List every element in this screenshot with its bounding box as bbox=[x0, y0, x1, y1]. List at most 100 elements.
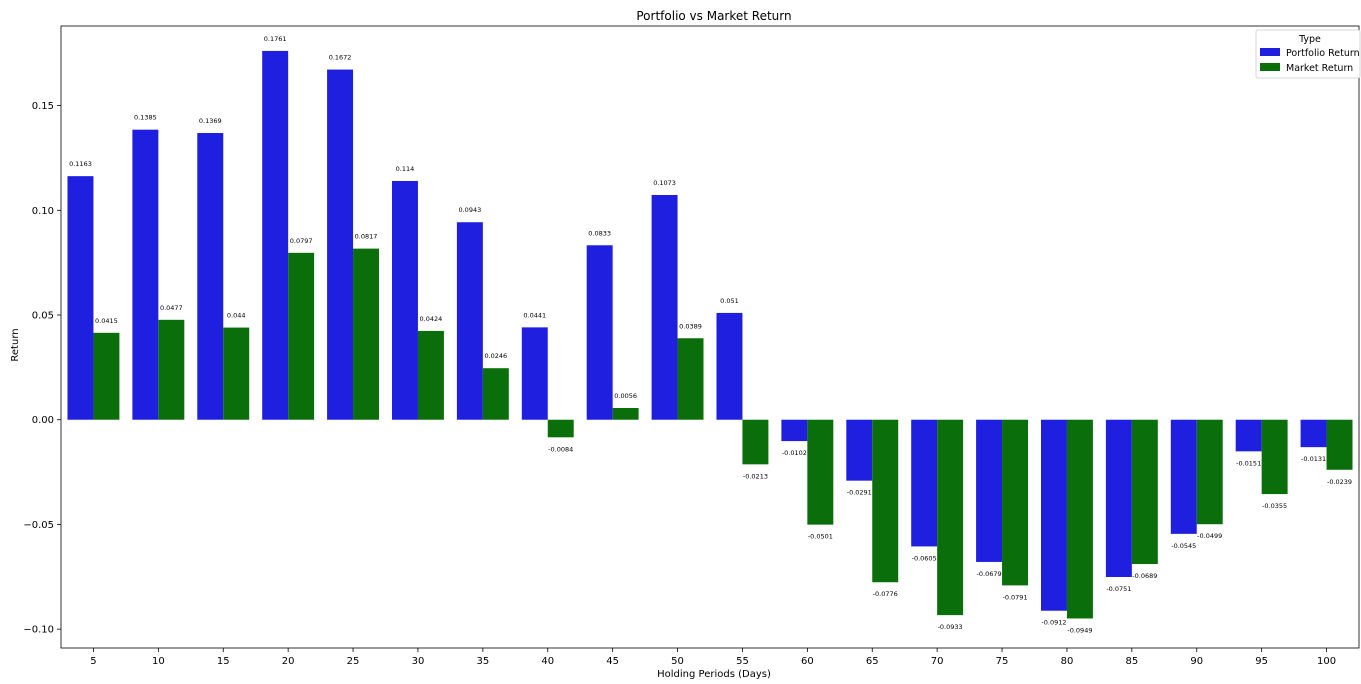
plot-area-frame bbox=[60, 25, 1360, 649]
bar-value-label: 0.0477 bbox=[160, 304, 183, 312]
x-tick-label: 100 bbox=[1317, 656, 1336, 667]
bar-value-label: 0.044 bbox=[227, 312, 246, 320]
bar-market-20 bbox=[288, 252, 315, 420]
bar-value-label: 0.0056 bbox=[614, 392, 637, 400]
bar-portfolio-20 bbox=[262, 50, 289, 420]
bars-group bbox=[67, 50, 1353, 619]
bar-portfolio-95 bbox=[1235, 419, 1262, 452]
legend-title: Type bbox=[1298, 34, 1321, 45]
legend-label-market: Market Return bbox=[1286, 63, 1353, 74]
bar-market-90 bbox=[1196, 419, 1223, 525]
bar-value-label: 0.1385 bbox=[134, 114, 157, 122]
x-tick-label: 45 bbox=[606, 656, 619, 667]
bar-portfolio-75 bbox=[976, 419, 1003, 562]
legend-swatch-portfolio bbox=[1260, 48, 1280, 56]
bar-market-5 bbox=[93, 332, 120, 420]
bar-portfolio-80 bbox=[1040, 419, 1067, 611]
x-tick-label: 25 bbox=[347, 656, 360, 667]
bar-market-25 bbox=[353, 248, 380, 420]
x-tick-label: 40 bbox=[541, 656, 554, 667]
bar-value-label: -0.0545 bbox=[1171, 542, 1196, 550]
x-tick-label: 15 bbox=[217, 656, 230, 667]
bar-value-label: -0.0102 bbox=[782, 449, 807, 457]
x-tick-label: 35 bbox=[476, 656, 489, 667]
bar-market-40 bbox=[547, 419, 574, 438]
x-tick-label: 5 bbox=[90, 656, 96, 667]
bar-value-label: 0.1672 bbox=[329, 54, 352, 62]
bar-value-label: 0.0246 bbox=[484, 352, 507, 360]
x-tick-label: 55 bbox=[736, 656, 749, 667]
bar-value-label: -0.0501 bbox=[808, 533, 833, 541]
bar-value-label: -0.0355 bbox=[1262, 502, 1287, 510]
bar-portfolio-45 bbox=[586, 245, 613, 420]
x-tick-label: 80 bbox=[1061, 656, 1074, 667]
bar-value-label: -0.0949 bbox=[1067, 626, 1092, 634]
x-tick-label: 85 bbox=[1125, 656, 1138, 667]
bar-market-70 bbox=[937, 419, 964, 616]
bar-portfolio-60 bbox=[781, 419, 808, 442]
bar-portfolio-70 bbox=[911, 419, 938, 547]
bar-market-65 bbox=[872, 419, 899, 583]
bar-value-label: -0.0239 bbox=[1327, 478, 1352, 486]
bar-value-label: 0.0797 bbox=[290, 237, 313, 245]
bar-value-label: 0.051 bbox=[720, 297, 739, 305]
bar-portfolio-85 bbox=[1105, 419, 1132, 578]
legend-label-portfolio: Portfolio Return bbox=[1286, 48, 1360, 59]
bar-value-label: -0.0605 bbox=[912, 554, 937, 562]
y-tick-label: 0.00 bbox=[32, 415, 54, 426]
bar-portfolio-90 bbox=[1170, 419, 1197, 534]
bar-value-label: -0.0689 bbox=[1132, 572, 1157, 580]
bar-value-label: 0.1073 bbox=[653, 179, 676, 187]
y-axis: −0.10 −0.05 0.00 0.05 0.10 0.15 bbox=[23, 101, 61, 636]
bar-portfolio-35 bbox=[456, 222, 483, 420]
bar-value-label: 0.1761 bbox=[264, 35, 287, 43]
bar-portfolio-100 bbox=[1300, 419, 1327, 448]
x-tick-label: 65 bbox=[866, 656, 879, 667]
bar-market-45 bbox=[612, 407, 639, 420]
bar-market-55 bbox=[742, 419, 769, 465]
y-tick-label: 0.05 bbox=[32, 311, 54, 322]
x-tick-label: 60 bbox=[801, 656, 814, 667]
bar-market-50 bbox=[677, 338, 704, 420]
bar-labels-group: 0.1163 0.1385 0.1369 0.1761 0.1672 0.114 0.094… bbox=[69, 35, 1352, 635]
y-tick-label: −0.10 bbox=[23, 625, 54, 636]
x-tick-label: 95 bbox=[1255, 656, 1268, 667]
bar-market-60 bbox=[807, 419, 834, 525]
x-tick-label: 75 bbox=[996, 656, 1009, 667]
x-tick-label: 90 bbox=[1190, 656, 1203, 667]
legend: Type Portfolio Return Market Return bbox=[1255, 29, 1361, 79]
bar-value-label: 0.0833 bbox=[588, 229, 611, 237]
legend-swatch-market bbox=[1260, 63, 1280, 71]
x-tick-label: 70 bbox=[931, 656, 944, 667]
x-tick-label: 50 bbox=[671, 656, 684, 667]
bar-portfolio-55 bbox=[716, 312, 743, 420]
bar-value-label: -0.0933 bbox=[938, 623, 963, 631]
x-axis: 5 10 15 20 25 30 35 40 45 50 55 60 65 70 75 80 85 90 95 100 bbox=[90, 648, 1336, 667]
bar-value-label: -0.0751 bbox=[1106, 585, 1131, 593]
y-tick-label: 0.15 bbox=[32, 101, 54, 112]
bar-market-35 bbox=[482, 368, 509, 420]
bar-value-label: -0.0912 bbox=[1041, 619, 1066, 627]
y-tick-label: 0.10 bbox=[32, 206, 54, 217]
legend-box bbox=[1255, 29, 1361, 79]
bar-portfolio-5 bbox=[67, 176, 94, 420]
bar-value-label: -0.0151 bbox=[1236, 459, 1261, 467]
x-tick-label: 10 bbox=[152, 656, 165, 667]
x-tick-label: 30 bbox=[412, 656, 425, 667]
bar-market-100 bbox=[1326, 419, 1353, 470]
bar-market-15 bbox=[223, 327, 250, 420]
bar-value-label: 0.0441 bbox=[523, 311, 546, 319]
bar-portfolio-50 bbox=[651, 195, 678, 420]
bar-value-label: 0.0943 bbox=[458, 206, 481, 214]
bar-value-label: -0.0291 bbox=[847, 489, 872, 497]
bar-value-label: 0.114 bbox=[396, 165, 415, 173]
bar-portfolio-25 bbox=[327, 69, 354, 420]
bar-portfolio-65 bbox=[846, 419, 873, 481]
bar-value-label: -0.0791 bbox=[1002, 593, 1027, 601]
bar-value-label: 0.0424 bbox=[420, 315, 443, 323]
bar-value-label: -0.0499 bbox=[1197, 532, 1222, 540]
y-axis-label: Return bbox=[10, 328, 21, 361]
bar-market-30 bbox=[417, 330, 444, 420]
